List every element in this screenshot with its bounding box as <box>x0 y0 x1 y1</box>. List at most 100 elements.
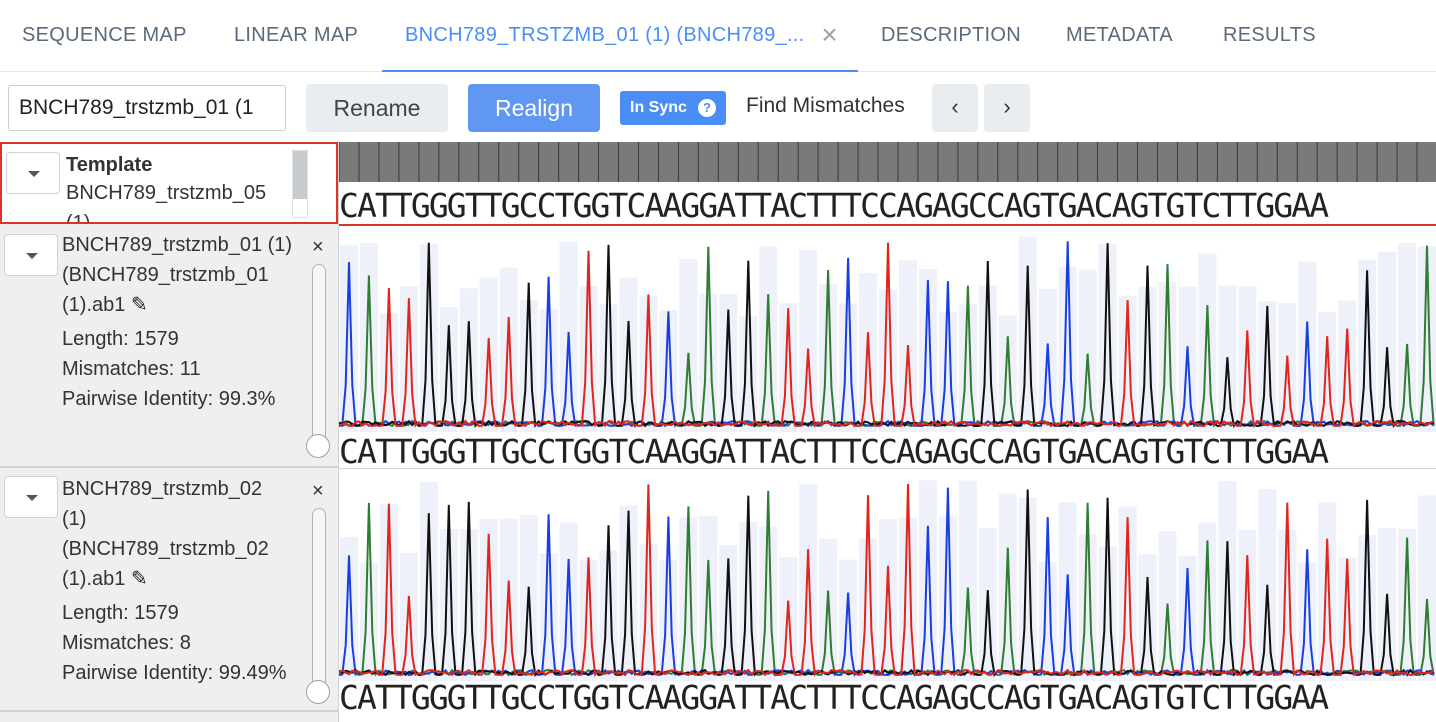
find-mismatches-label: Find Mismatches <box>746 94 905 117</box>
read-height-slider[interactable] <box>312 264 326 448</box>
pencil-icon[interactable]: ✎ <box>130 568 148 590</box>
tab-alignment-label: BNCH789_TRSTZMB_01 (1) (BNCH789_... <box>405 24 805 46</box>
quality-bar <box>1198 253 1217 432</box>
trace-t <box>339 483 1435 677</box>
read-filename: (1).ab1 <box>62 568 126 590</box>
quality-bar <box>719 294 738 432</box>
chromatogram-read-1[interactable] <box>339 226 1436 432</box>
close-icon[interactable]: × <box>821 19 838 50</box>
tab-results[interactable]: RESULTS <box>1223 24 1316 46</box>
quality-bar <box>340 536 358 681</box>
track-labels-panel: Template BNCH789_trstzmb_05 (1) BNCH789_… <box>0 142 338 722</box>
quality-bar <box>1018 236 1037 432</box>
template-sequence: CATTGGGTTGCCTGGTCAAGGATTACTTTCCAGAGCCAGT… <box>339 186 1329 225</box>
quality-bar <box>1138 554 1157 681</box>
read-name-line: BNCH789_trstzmb_01 (1) <box>62 234 293 256</box>
quality-bar <box>799 250 818 432</box>
quality-bar <box>679 259 698 432</box>
template-name-overflow: (1) <box>66 212 91 224</box>
quality-bar <box>958 480 977 681</box>
quality-bar <box>439 307 458 432</box>
slider-handle[interactable] <box>306 434 330 458</box>
tab-sequence-map[interactable]: SEQUENCE MAP <box>22 24 187 46</box>
quality-bar <box>340 245 358 432</box>
quality-bar <box>1338 300 1357 432</box>
quality-bar <box>1198 522 1217 681</box>
tab-description[interactable]: DESCRIPTION <box>881 24 1021 46</box>
quality-bar <box>399 552 418 681</box>
read-height-slider[interactable] <box>312 508 326 696</box>
quality-bar <box>839 559 858 681</box>
quality-bar <box>619 277 638 432</box>
alignment-name-input[interactable] <box>8 85 286 131</box>
quality-bar <box>1378 252 1397 432</box>
quality-bar <box>998 315 1017 432</box>
quality-bar <box>1238 529 1257 681</box>
in-sync-badge[interactable]: In Sync ? <box>620 91 726 125</box>
read-name-line: (BNCH789_trstzmb_01 <box>62 264 269 286</box>
quality-bar <box>1318 312 1337 432</box>
next-mismatch-button[interactable]: › <box>984 84 1030 132</box>
quality-bar <box>499 267 518 432</box>
read-mismatches: Mismatches: 8 <box>62 632 191 654</box>
template-highlight-border <box>339 224 1436 226</box>
quality-bar <box>799 484 818 681</box>
slider-handle[interactable] <box>306 680 330 704</box>
template-title: Template <box>66 154 153 176</box>
trace-t <box>339 242 1435 428</box>
ruler-background <box>339 142 1436 182</box>
read-length: Length: 1579 <box>62 602 179 624</box>
quality-bar <box>1418 495 1436 681</box>
read-2-sequence: CATTGGGTTGCCTGGTCAAGGATTACTTTCCAGAGCCAGT… <box>339 678 1329 717</box>
read-track-label: BNCH789_trstzmb_02 (1) (BNCH789_trstzmb_… <box>0 468 338 712</box>
rename-button[interactable]: Rename <box>306 84 448 132</box>
tab-alignment[interactable]: BNCH789_TRSTZMB_01 (1) (BNCH789_... × <box>382 0 858 72</box>
read-dropdown-button[interactable] <box>4 476 58 518</box>
read-name-line: (1) <box>62 508 87 530</box>
read-filename: (1).ab1 <box>62 294 126 316</box>
pencil-icon[interactable]: ✎ <box>130 294 148 316</box>
read-identity: Pairwise Identity: 99.3% <box>62 388 276 410</box>
tab-bar: SEQUENCE MAP LINEAR MAP BNCH789_TRSTZMB_… <box>0 0 1436 72</box>
quality-bar <box>360 242 378 432</box>
template-dropdown-button[interactable] <box>6 152 60 194</box>
close-icon[interactable]: × <box>312 480 324 502</box>
quality-bar <box>879 518 897 681</box>
read-length: Length: 1579 <box>62 328 179 350</box>
read-name-line: (BNCH789_trstzmb_02 <box>62 538 269 560</box>
quality-bar <box>779 557 798 681</box>
caret-down-icon <box>26 495 38 501</box>
read-name-line: BNCH789_trstzmb_02 <box>62 478 263 500</box>
chromatogram-read-2[interactable] <box>339 469 1436 681</box>
tab-linear-map[interactable]: LINEAR MAP <box>234 24 359 46</box>
close-icon[interactable]: × <box>312 236 324 258</box>
previous-mismatch-button[interactable]: ‹ <box>932 84 978 132</box>
template-scrollbar[interactable] <box>292 150 308 218</box>
realign-button[interactable]: Realign <box>468 84 600 132</box>
quality-bar <box>998 493 1017 681</box>
quality-bar <box>819 538 838 681</box>
quality-bar <box>1078 269 1097 432</box>
template-track-label[interactable]: Template BNCH789_trstzmb_05 (1) <box>0 142 338 224</box>
template-name: BNCH789_trstzmb_05 <box>66 182 267 204</box>
quality-bar <box>479 518 498 681</box>
quality-bar <box>1238 286 1257 432</box>
read-name-line: (1).ab1 ✎ <box>62 564 148 594</box>
quality-bar <box>759 246 778 432</box>
template-coverage-ruler <box>339 142 1436 182</box>
tab-metadata[interactable]: METADATA <box>1066 24 1173 46</box>
quality-bar <box>419 482 438 681</box>
quality-bar <box>1318 502 1337 681</box>
read-mismatches: Mismatches: 11 <box>62 358 201 380</box>
track-divider <box>339 468 1436 469</box>
read-dropdown-button[interactable] <box>4 234 58 276</box>
scrollbar-thumb[interactable] <box>293 151 307 199</box>
read-name-line: (1).ab1 ✎ <box>62 290 148 320</box>
alignment-tracks: CATTGGGTTGCCTGGTCAAGGATTACTTTCCAGAGCCAGT… <box>338 142 1436 722</box>
read-1-sequence: CATTGGGTTGCCTGGTCAAGGATTACTTTCCAGAGCCAGT… <box>339 432 1329 471</box>
quality-bar <box>1398 243 1417 432</box>
in-sync-label: In Sync <box>630 99 687 116</box>
caret-down-icon <box>26 253 38 259</box>
help-icon[interactable]: ? <box>698 99 716 117</box>
read-identity: Pairwise Identity: 99.49% <box>62 662 287 684</box>
